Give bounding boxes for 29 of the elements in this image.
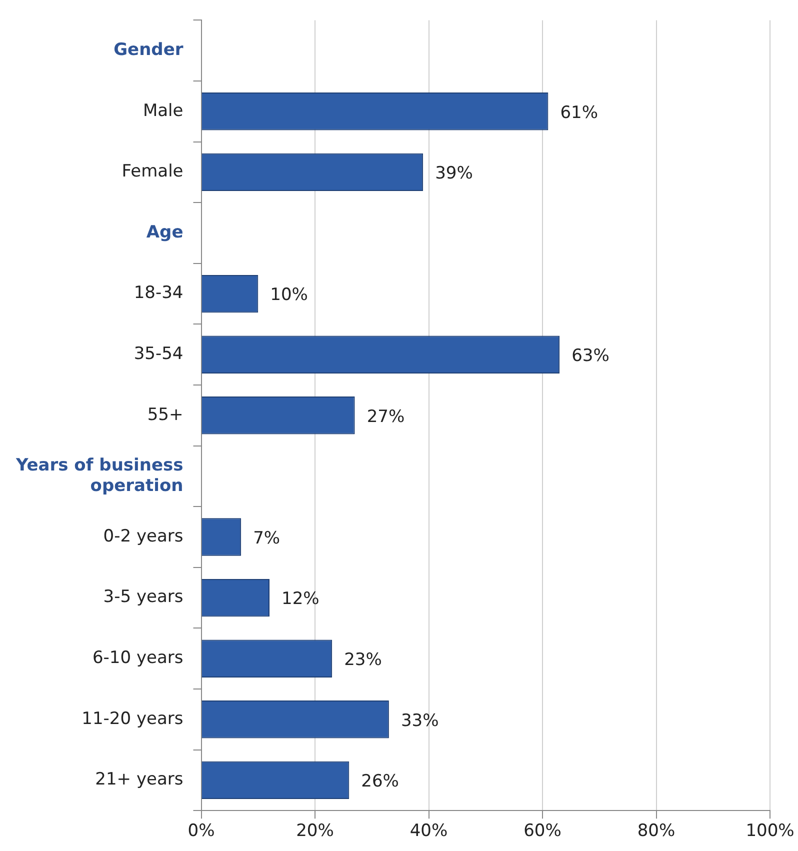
y-tick-label: 11-20 years (82, 708, 184, 729)
x-tick-label: 100% (746, 821, 794, 842)
y-tick-label: Age (146, 222, 184, 242)
y-tick-label: 21+ years (95, 770, 184, 790)
data-label: 26% (361, 772, 399, 792)
x-tick-label: 40% (410, 821, 448, 842)
x-tick-label: 20% (296, 821, 334, 842)
data-label: 27% (366, 406, 405, 427)
data-label: 7% (253, 528, 280, 548)
y-tick-label: 0-2 years (103, 526, 184, 546)
y-tick-label: Female (122, 162, 184, 182)
y-tick-label: 35-54 (134, 344, 184, 364)
y-tick-label: Gender (114, 40, 184, 60)
x-tick-label: 0% (188, 821, 215, 842)
y-tick-label: 18-34 (134, 283, 184, 304)
data-label: 63% (572, 346, 610, 366)
data-label: 61% (560, 102, 598, 123)
y-tick-label: Male (142, 100, 184, 121)
y-tick-label: 6-10 years (92, 648, 184, 668)
data-label: 39% (435, 164, 473, 184)
data-label: 12% (282, 589, 320, 610)
y-tick-label: Years of business operation (14, 455, 184, 496)
data-label: 23% (344, 650, 382, 670)
y-tick-label: 55+ (147, 404, 184, 425)
data-label: 10% (270, 285, 308, 306)
y-tick-label: 3-5 years (103, 587, 184, 608)
x-tick-label: 80% (637, 821, 676, 842)
x-tick-label: 60% (524, 821, 562, 842)
data-label: 33% (400, 710, 439, 731)
